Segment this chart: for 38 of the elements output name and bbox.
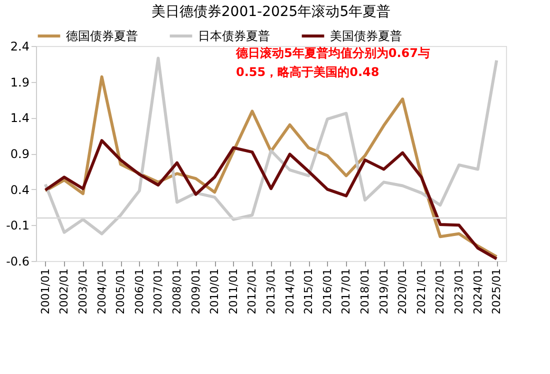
x-tick-label: 2013/01: [264, 268, 278, 314]
x-tick-label: 2023/01: [452, 268, 466, 314]
chart-title: 美日德债券2001-2025年滚动5年夏普: [151, 3, 391, 20]
x-tick-label: 2005/01: [114, 268, 128, 314]
x-tick-label: 2007/01: [152, 268, 165, 314]
x-tick-label: 2001/01: [38, 268, 52, 314]
x-tick-label: 2010/01: [208, 268, 222, 314]
y-tick-label: -0.1: [6, 218, 30, 233]
x-tick-label: 2008/01: [170, 268, 184, 314]
x-tick-label: 2020/01: [396, 268, 410, 314]
x-tick-label: 2024/01: [471, 268, 484, 314]
y-tick-label: 1.4: [10, 111, 30, 126]
legend-label: 德国债券夏普: [66, 29, 138, 43]
annotation: 德日滚动5年夏普均值分别为0.67与0.55，略高于美国的0.48: [235, 46, 430, 79]
x-tick-label: 2018/01: [358, 268, 372, 314]
x-tick-label: 2011/01: [226, 268, 240, 314]
legend-label: 美国债券夏普: [330, 29, 402, 43]
line-series: [44, 139, 498, 260]
x-tick-label: 2006/01: [132, 268, 146, 314]
y-tick-label: 1.9: [10, 75, 30, 90]
y-tick-label: 2.4: [10, 40, 30, 54]
x-tick-label: 2004/01: [95, 268, 108, 314]
x-tick-label: 2017/01: [340, 268, 353, 314]
x-tick-label: 2015/01: [302, 268, 316, 314]
legend-label: 日本债券夏普: [198, 29, 270, 43]
x-tick-label: 2016/01: [320, 268, 334, 314]
x-tick-label: 2002/01: [58, 268, 71, 314]
x-tick-label: 2019/01: [377, 268, 390, 314]
x-tick-label: 2009/01: [189, 268, 202, 314]
y-tick-label: 0.4: [10, 182, 30, 197]
x-tick-label: 2012/01: [246, 268, 259, 314]
y-tick-label: 0.9: [10, 147, 30, 161]
x-tick-label: 2021/01: [414, 268, 428, 314]
x-tick-label: 2014/01: [283, 268, 296, 314]
y-tick-label: -0.6: [6, 254, 30, 268]
x-tick-label: 2022/01: [434, 268, 447, 314]
x-tick-label: 2003/01: [76, 268, 90, 314]
x-tick-label: 2025/01: [490, 268, 504, 314]
